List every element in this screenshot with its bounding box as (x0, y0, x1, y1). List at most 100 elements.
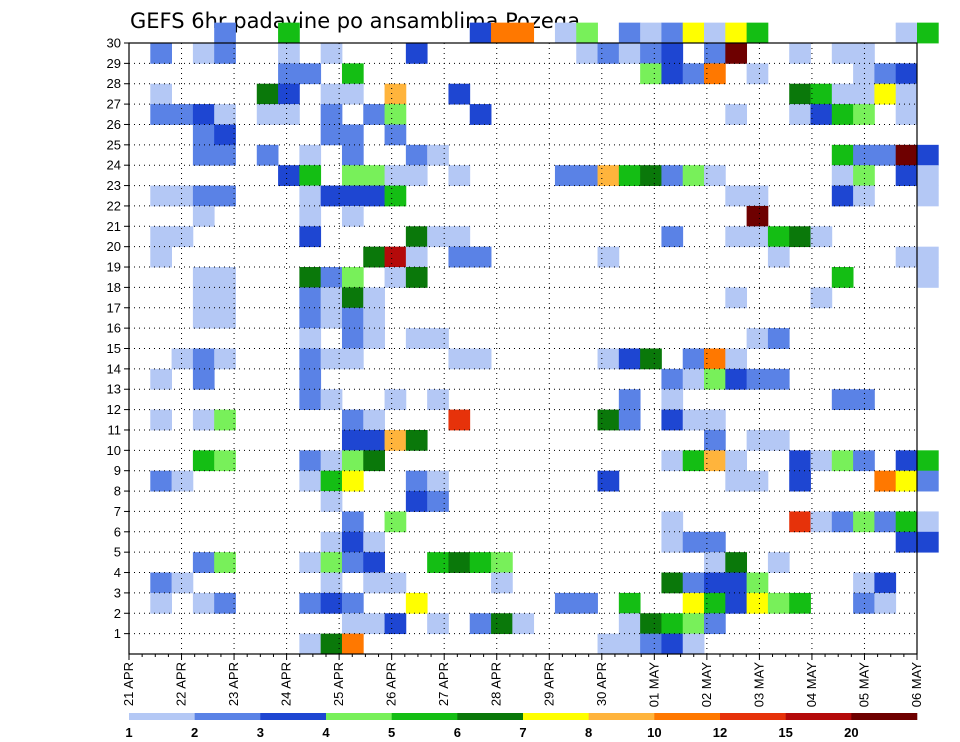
heatmap-cell (299, 368, 322, 390)
heatmap-cell (810, 226, 833, 248)
heatmap-cell (363, 165, 385, 186)
x-tick-label: 24 APR (279, 662, 294, 706)
heatmap-cell (299, 307, 322, 329)
y-tick-label: 6 (114, 524, 121, 539)
heatmap-cell (810, 104, 833, 125)
heatmap-cell (789, 470, 811, 492)
heatmap-cell (363, 572, 385, 594)
heatmap-cell (469, 104, 492, 125)
y-tick-label: 5 (114, 545, 121, 560)
heatmap-cell (831, 43, 854, 64)
heatmap-cell (363, 429, 385, 451)
heatmap-cell (299, 144, 322, 166)
heatmap-cell (725, 104, 748, 125)
colorbar-label: 5 (388, 725, 395, 740)
heatmap-cell (384, 511, 407, 533)
heatmap-cell (278, 83, 300, 105)
heatmap-cell (597, 165, 620, 186)
colorbar-label: 12 (713, 725, 727, 740)
heatmap-cell (427, 389, 449, 410)
heatmap-cell (299, 205, 322, 227)
heatmap-cell (171, 470, 194, 492)
colorbar-swatch (588, 713, 655, 720)
x-tick-label: 27 APR (436, 662, 451, 706)
heatmap-cell (299, 633, 322, 655)
heatmap-cell (789, 43, 811, 64)
heatmap-cell (895, 104, 918, 125)
colorbar-label: 15 (778, 725, 792, 740)
heatmap-cell (789, 592, 811, 614)
heatmap-cell (853, 165, 875, 186)
y-tick-label: 14 (107, 361, 121, 376)
heatmap-cell (895, 450, 918, 472)
x-tick-label: 21 APR (121, 662, 136, 706)
y-tick-label: 4 (114, 565, 121, 580)
x-tick-label: 30 APR (594, 662, 609, 706)
heatmap-cell (192, 450, 215, 472)
heatmap-cell (341, 552, 364, 573)
heatmap-cell (725, 43, 748, 64)
y-tick-label: 10 (107, 443, 121, 458)
y-tick-label: 2 (114, 606, 121, 621)
heatmap-cell (725, 572, 748, 594)
heatmap-cell (895, 165, 918, 186)
heatmap-cell (704, 613, 726, 635)
heatmap-cell (853, 389, 875, 410)
heatmap-cell (597, 633, 620, 655)
heatmap-cell (618, 613, 641, 635)
heatmap-cell (554, 22, 577, 44)
heatmap-cell (341, 348, 364, 370)
heatmap-cell (320, 124, 343, 146)
colorbar-label: 7 (519, 725, 526, 740)
heatmap-cell (874, 470, 897, 492)
heatmap-cell (150, 368, 172, 390)
heatmap-cell (384, 104, 407, 125)
heatmap-cell (320, 592, 343, 614)
heatmap-cell (725, 552, 748, 573)
heatmap-cell (789, 511, 811, 533)
heatmap-cell (320, 470, 343, 492)
heatmap-cell (320, 531, 343, 553)
heatmap-cell (831, 104, 854, 125)
heatmap-cell (491, 22, 513, 44)
heatmap-cell (810, 287, 833, 309)
x-tick-label: 02 MAY (699, 662, 714, 708)
heatmap-cell (682, 368, 705, 390)
heatmap-cell (917, 22, 939, 44)
heatmap-cell (299, 63, 322, 85)
y-tick-label: 11 (108, 422, 122, 437)
x-tick-label: 06 MAY (909, 662, 924, 708)
heatmap-cell (789, 226, 811, 248)
heatmap-cell (682, 613, 705, 635)
heatmap-cell (618, 389, 641, 410)
heatmap-cell (682, 450, 705, 472)
y-tick-label: 7 (114, 504, 121, 519)
x-tick-label: 03 MAY (751, 662, 766, 708)
heatmap-cell (448, 246, 471, 268)
heatmap-cell (469, 613, 492, 635)
heatmap-cell (661, 22, 684, 44)
heatmap-cell (320, 287, 343, 309)
heatmap-cell (299, 450, 322, 472)
heatmap-cell (704, 63, 726, 85)
heatmap-cell (640, 165, 662, 186)
heatmap-cell (320, 307, 343, 329)
heatmap-cell (767, 552, 790, 573)
heatmap-cell (363, 246, 385, 268)
heatmap-cell (363, 613, 385, 635)
heatmap-cell (895, 83, 918, 105)
x-tick-label: 29 APR (541, 662, 556, 706)
heatmap-cell (853, 511, 875, 533)
heatmap-cell (469, 552, 492, 573)
heatmap-cell (341, 287, 364, 309)
heatmap-cell (661, 531, 684, 553)
heatmap-cell (895, 22, 918, 44)
heatmap-cell (512, 613, 535, 635)
heatmap-cell (640, 348, 662, 370)
heatmap-cell (341, 429, 364, 451)
heatmap-cell (874, 572, 897, 594)
heatmap-cell (853, 104, 875, 125)
heatmap-cell (341, 205, 364, 227)
heatmap-cell (618, 165, 641, 186)
y-tick-label: 8 (114, 484, 121, 499)
